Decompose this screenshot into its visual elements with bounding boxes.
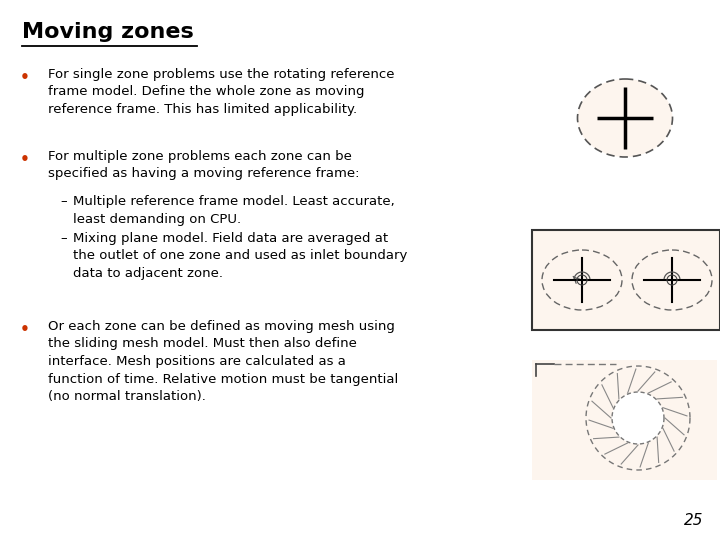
Ellipse shape [632,250,712,310]
Text: –: – [60,195,67,208]
Text: Mixing plane model. Field data are averaged at
the outlet of one zone and used a: Mixing plane model. Field data are avera… [73,232,408,280]
Text: For multiple zone problems each zone can be
specified as having a moving referen: For multiple zone problems each zone can… [48,150,359,180]
Text: 25: 25 [683,513,703,528]
Text: •: • [20,70,30,85]
Circle shape [612,392,664,444]
Ellipse shape [542,250,622,310]
Bar [532,230,720,330]
Text: •: • [20,152,30,167]
Text: Multiple reference frame model. Least accurate,
least demanding on CPU.: Multiple reference frame model. Least ac… [73,195,395,226]
Text: For single zone problems use the rotating reference
frame model. Define the whol: For single zone problems use the rotatin… [48,68,395,116]
Text: Or each zone can be defined as moving mesh using
the sliding mesh model. Must th: Or each zone can be defined as moving me… [48,320,398,403]
Circle shape [586,366,690,470]
Text: Moving zones: Moving zones [22,22,194,42]
Bar [532,360,717,480]
Text: –: – [60,232,67,245]
Text: •: • [20,322,30,337]
Ellipse shape [577,79,672,157]
